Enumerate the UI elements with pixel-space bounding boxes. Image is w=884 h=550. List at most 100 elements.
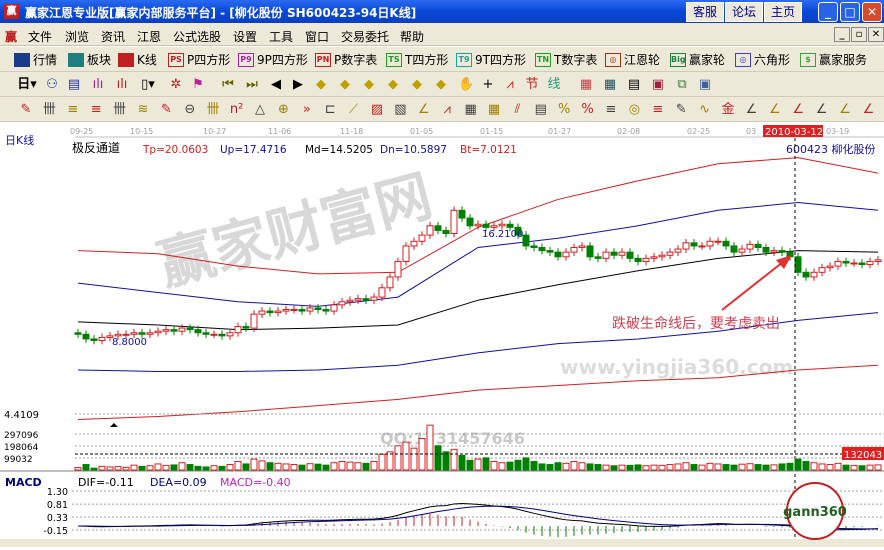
- candle-type-dropdown[interactable]: ▯▾: [141, 77, 155, 92]
- menu-tools[interactable]: 工具: [269, 30, 294, 44]
- line-icon[interactable]: ⩘: [506, 77, 514, 92]
- pencil-tool-icon[interactable]: ✎: [675, 102, 687, 117]
- shrink-all-icon[interactable]: ◆: [436, 77, 446, 92]
- wave-tool-icon[interactable]: ≋: [137, 102, 149, 117]
- bars-tool-icon[interactable]: ▤: [534, 102, 547, 117]
- shift-right-icon[interactable]: ◆: [340, 77, 350, 92]
- shrink-h-icon[interactable]: ◆: [388, 77, 398, 92]
- homepage-button[interactable]: 主页: [764, 2, 802, 22]
- menu-window[interactable]: 窗口: [305, 30, 330, 44]
- toolbar-ps-button[interactable]: PS P四方形: [168, 51, 230, 68]
- toolbar-gann-wheel-button[interactable]: ◎ 江恩轮: [605, 51, 660, 68]
- toolbar-blocks-button[interactable]: 板块: [68, 51, 111, 68]
- network-icon[interactable]: ⧉: [677, 77, 687, 92]
- toolbar-p9-button[interactable]: P9 9P四方形: [238, 51, 308, 68]
- calculator-icon[interactable]: ▦: [603, 77, 617, 92]
- gold-tool-icon[interactable]: 金: [721, 102, 735, 117]
- power-tool-icon[interactable]: n²: [229, 102, 244, 117]
- next-icon[interactable]: ▶: [293, 77, 303, 92]
- flag-icon[interactable]: ⚑: [192, 77, 204, 92]
- toolbar-candlestick-button[interactable]: K线: [118, 51, 157, 68]
- win-angle-tool-icon[interactable]: ∠: [839, 102, 851, 117]
- menu-formula[interactable]: 公式选股: [173, 30, 222, 44]
- mdi-close-button[interactable]: ✕: [868, 27, 884, 42]
- pct2-tool-icon[interactable]: %: [581, 102, 594, 117]
- parallel2-tool-icon[interactable]: ⫽: [514, 102, 521, 117]
- four-angle-tool-icon[interactable]: ∠: [862, 102, 875, 117]
- pct-lines-tool-icon[interactable]: ≡: [605, 102, 617, 117]
- first-icon[interactable]: ⏮: [222, 77, 234, 92]
- grid2-tool-icon[interactable]: ▦: [487, 102, 501, 117]
- shift-left-icon[interactable]: ◆: [316, 77, 326, 92]
- save-icon[interactable]: ▣: [651, 77, 665, 92]
- minimize-button[interactable]: _: [818, 2, 838, 22]
- toolbar-big-wheel-button[interactable]: Big 赢家轮: [670, 51, 725, 68]
- menu-settings[interactable]: 设置: [233, 30, 258, 44]
- menu-browse[interactable]: 浏览: [65, 30, 90, 44]
- document-icon[interactable]: ▤: [627, 77, 641, 92]
- forum-button[interactable]: 论坛: [725, 2, 763, 22]
- expand-all-icon[interactable]: ◆: [412, 77, 422, 92]
- diag-box-tool-icon[interactable]: ▧: [394, 102, 407, 117]
- prev-icon[interactable]: ◀: [271, 77, 281, 92]
- pen-tool-icon[interactable]: ✎: [20, 102, 32, 117]
- bars3-icon[interactable]: ılı: [92, 77, 104, 92]
- formula-icon[interactable]: ✲: [170, 77, 182, 92]
- parallel-tool-icon[interactable]: 卌: [42, 102, 56, 117]
- crosshair-icon[interactable]: +: [482, 77, 494, 92]
- menu-gann[interactable]: 江恩: [137, 30, 162, 44]
- close-button[interactable]: ✕: [862, 2, 882, 22]
- square-tool-icon[interactable]: ▨: [370, 102, 384, 117]
- lines-tool-icon[interactable]: 卌: [206, 102, 220, 117]
- mdi-restore-button[interactable]: ▫: [851, 27, 867, 42]
- zigzag-tool-icon[interactable]: ⩘: [443, 102, 451, 117]
- toolbar-table-button[interactable]: 行情: [14, 51, 57, 68]
- j-angle-tool-icon[interactable]: ∠: [745, 102, 758, 117]
- last-icon[interactable]: ⏭: [246, 77, 258, 92]
- menu-help[interactable]: 帮助: [400, 30, 425, 44]
- wind-angle-tool-icon[interactable]: ∠: [815, 102, 828, 117]
- computer-icon[interactable]: ▣: [698, 77, 712, 92]
- period-dropdown[interactable]: 日▾: [17, 77, 37, 92]
- grid-tool-icon[interactable]: ▦: [464, 102, 477, 117]
- menu-info[interactable]: 资讯: [101, 30, 126, 44]
- pct1-tool-icon[interactable]: %: [558, 102, 571, 117]
- segment-icon[interactable]: 线: [547, 77, 561, 92]
- triangle-tool-icon[interactable]: △: [255, 102, 265, 117]
- fan-tool-icon[interactable]: ⟋: [349, 102, 359, 117]
- toolbar-ts-button[interactable]: TS T四方形: [386, 51, 448, 68]
- gold-angle-tool-icon[interactable]: ∠: [792, 102, 805, 117]
- mdi-minimize-button[interactable]: _: [834, 27, 850, 42]
- hand-icon[interactable]: ✋: [458, 77, 475, 92]
- box-tool-icon[interactable]: ⊏: [324, 102, 336, 117]
- customer-service-button[interactable]: 客服: [686, 2, 724, 22]
- sine-tool-icon[interactable]: ∿: [699, 102, 711, 117]
- circle-tool-icon[interactable]: ⊖: [184, 102, 196, 117]
- marker-tool-icon[interactable]: ✎: [160, 102, 172, 117]
- kline-chart-area[interactable]: 赢家财富网 www.yingjia360.com QQ:1731457646 09-2…: [0, 124, 884, 547]
- angle-tool-icon[interactable]: ∠: [417, 102, 430, 117]
- gold2-tool-icon[interactable]: ≡: [90, 102, 102, 117]
- target-tool-icon[interactable]: ⊕: [277, 102, 289, 117]
- fork-tool-icon[interactable]: 卌: [113, 102, 127, 117]
- bars9-icon[interactable]: ılı: [116, 77, 128, 92]
- toolbar-pn-button[interactable]: PN P数字表: [315, 51, 377, 68]
- chart-svg[interactable]: 赢家财富网 www.yingjia360.com QQ:1731457646 09-2…: [0, 124, 884, 547]
- section-icon[interactable]: 节: [525, 77, 539, 92]
- menu-trade[interactable]: 交易委托: [341, 30, 390, 44]
- toolbar-tn-button[interactable]: TN T数字表: [535, 51, 597, 68]
- gold-lines-tool-icon[interactable]: ≡: [652, 102, 664, 117]
- toolbar-hexagon-button[interactable]: ◎ 六角形: [735, 51, 790, 68]
- maximize-button[interactable]: □: [840, 2, 860, 22]
- toolbar-dollar-button[interactable]: $ 赢家服务: [800, 51, 867, 68]
- toolbar-t9-button[interactable]: T9 9T四方形: [456, 51, 526, 68]
- gold1-tool-icon[interactable]: ≡: [67, 102, 79, 117]
- calendar-icon[interactable]: ▦: [579, 77, 593, 92]
- menu-file[interactable]: 文件: [28, 30, 53, 44]
- notes-icon[interactable]: ▤: [67, 77, 81, 92]
- more-tool-icon[interactable]: »: [302, 102, 311, 117]
- f-angle-tool-icon[interactable]: ∠: [768, 102, 781, 117]
- gold-circle-tool-icon[interactable]: ◎: [628, 102, 641, 117]
- expand-h-icon[interactable]: ◆: [364, 77, 374, 92]
- overlay-icon[interactable]: ⚇: [46, 77, 58, 92]
